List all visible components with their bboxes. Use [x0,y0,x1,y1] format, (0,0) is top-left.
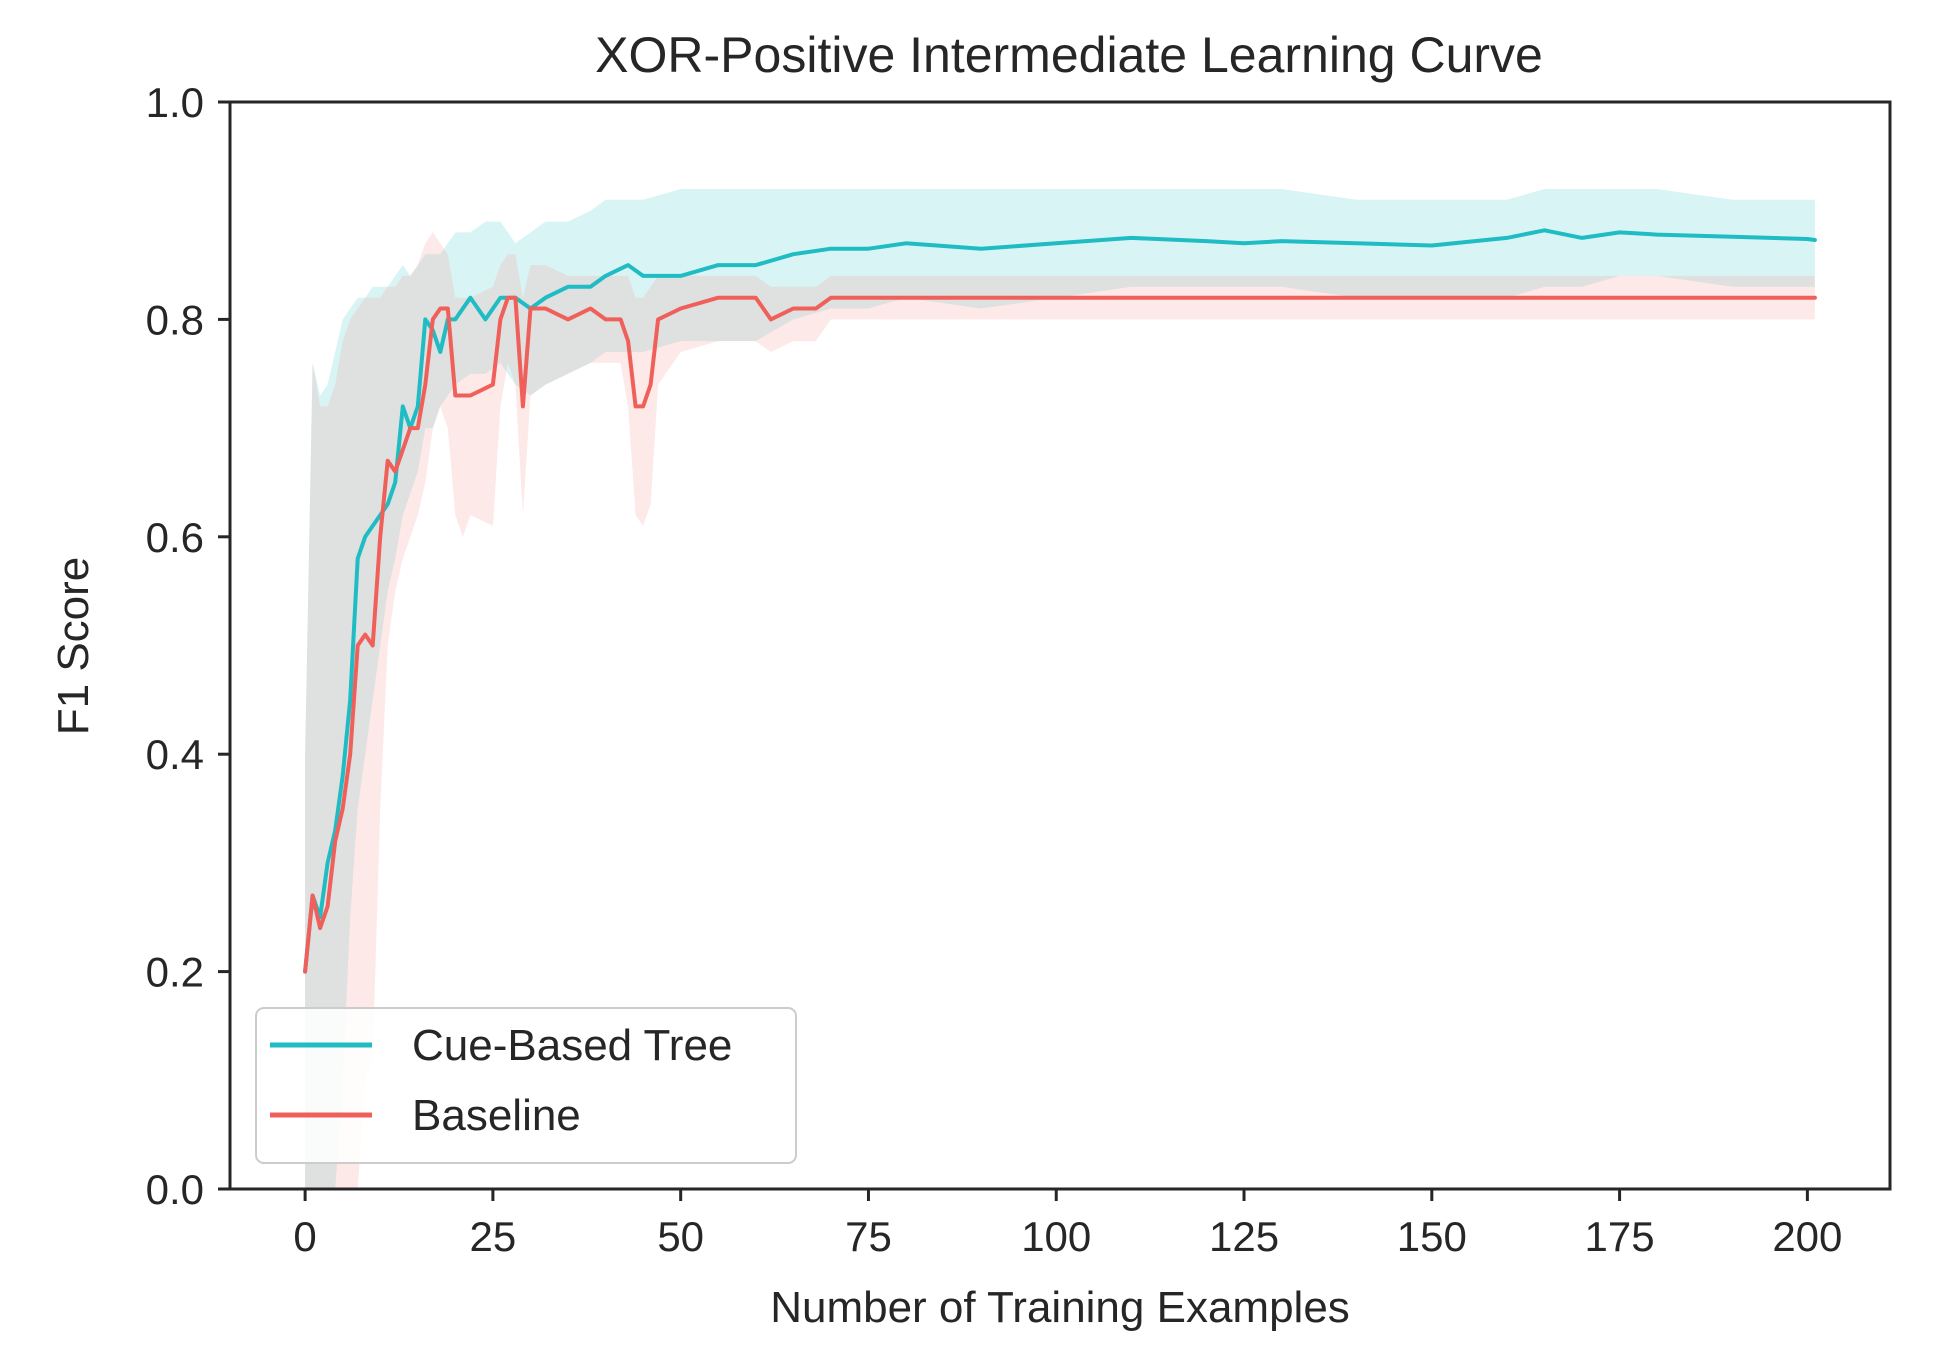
x-tick-label: 125 [1209,1213,1279,1260]
x-axis-label: Number of Training Examples [770,1283,1350,1332]
y-tick-label: 1.0 [146,79,204,126]
legend-label-cue-based-tree: Cue-Based Tree [412,1021,732,1070]
y-axis-label: F1 Score [49,557,98,736]
legend-box [255,1007,797,1164]
x-tick-label: 175 [1585,1213,1655,1260]
y-tick-label: 0.0 [146,1166,204,1213]
y-tick-label: 0.2 [146,949,204,996]
x-tick-label: 75 [845,1213,892,1260]
band-baseline [305,232,1815,1189]
chart-title: XOR-Positive Intermediate Learning Curve [595,27,1543,83]
x-axis-ticks: 0 25 50 75 100 125 150 175 200 [293,1189,1842,1260]
y-tick-label: 0.6 [146,514,204,561]
x-tick-label: 50 [657,1213,704,1260]
x-tick-label: 150 [1397,1213,1467,1260]
y-tick-label: 0.8 [146,296,204,343]
plot-frame [228,100,1892,1191]
x-tick-label: 200 [1772,1213,1842,1260]
legend: Cue-Based Tree Baseline [255,1007,797,1164]
band-cue-based-tree [305,189,1815,1189]
x-tick-label: 100 [1021,1213,1091,1260]
y-axis-ticks: 0.0 0.2 0.4 0.6 0.8 1.0 [146,79,230,1213]
confidence-bands [305,189,1815,1189]
legend-label-baseline: Baseline [412,1091,581,1140]
x-tick-label: 0 [293,1213,316,1260]
x-tick-label: 25 [470,1213,517,1260]
line-cue-based-tree [303,228,1817,974]
line-baseline [303,295,1817,974]
series-lines [303,228,1817,974]
y-tick-label: 0.4 [146,731,204,778]
